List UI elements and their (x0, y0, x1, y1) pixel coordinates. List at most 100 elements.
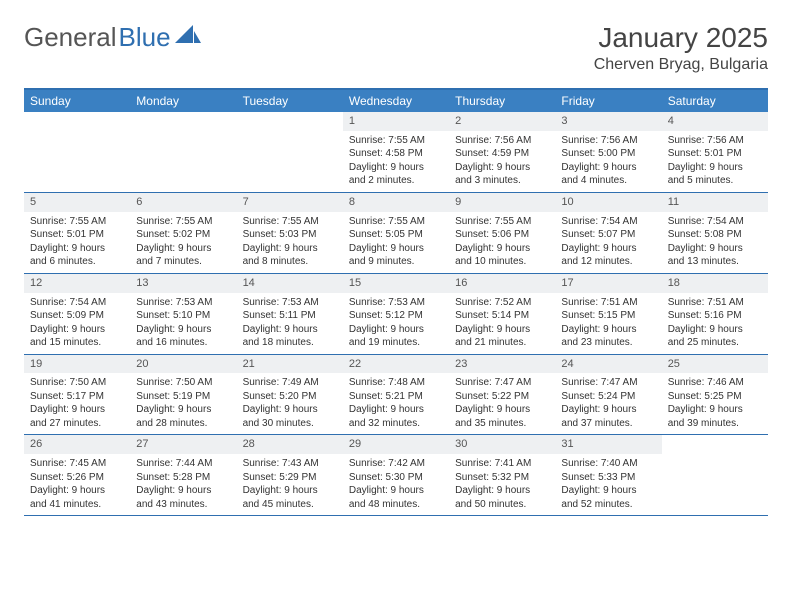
day-details: Sunrise: 7:48 AMSunset: 5:21 PMDaylight:… (343, 373, 449, 434)
day-cell: 12Sunrise: 7:54 AMSunset: 5:09 PMDayligh… (24, 274, 130, 354)
day-number: 13 (130, 274, 236, 293)
sunrise-text: Sunrise: 7:55 AM (349, 215, 443, 229)
daylight-text: Daylight: 9 hours (30, 484, 124, 498)
day-cell: 19 Sunrise: 7:50 AMSunset: 5:17 PMDayligh… (24, 355, 130, 435)
day-number: 1 (343, 112, 449, 131)
day-cell: 16Sunrise: 7:52 AMSunset: 5:14 PMDayligh… (449, 274, 555, 354)
sunrise-text: Sunrise: 7:40 AM (561, 457, 655, 471)
sunset-text: Sunset: 4:59 PM (455, 147, 549, 161)
title-block: January 2025 Cherven Bryag, Bulgaria (594, 22, 768, 74)
daylight-text: Daylight: 9 hours (136, 403, 230, 417)
header: GeneralBlue January 2025 Cherven Bryag, … (24, 22, 768, 74)
daylight-text: and 13 minutes. (668, 255, 762, 269)
daylight-text: and 6 minutes. (30, 255, 124, 269)
day-details: Sunrise: 7:40 AMSunset: 5:33 PMDaylight:… (555, 454, 661, 515)
sunset-text: Sunset: 5:03 PM (243, 228, 337, 242)
sunrise-text: Sunrise: 7:50 AM (30, 376, 124, 390)
daylight-text: Daylight: 9 hours (349, 403, 443, 417)
calendar-table: SundayMondayTuesdayWednesdayThursdayFrid… (24, 88, 768, 516)
daylight-text: and 7 minutes. (136, 255, 230, 269)
day-details: Sunrise: 7:44 AMSunset: 5:28 PMDaylight:… (130, 454, 236, 515)
sunset-text: Sunset: 5:25 PM (668, 390, 762, 404)
day-header: Monday (130, 90, 236, 112)
day-details: Sunrise: 7:55 AMSunset: 5:05 PMDaylight:… (343, 212, 449, 273)
day-details (130, 128, 236, 135)
day-cell: 30Sunrise: 7:41 AMSunset: 5:32 PMDayligh… (449, 435, 555, 515)
location-label: Cherven Bryag, Bulgaria (594, 56, 768, 74)
sunrise-text: Sunrise: 7:43 AM (243, 457, 337, 471)
day-details: Sunrise: 7:55 AMSunset: 5:01 PMDaylight:… (24, 212, 130, 273)
daylight-text: and 4 minutes. (561, 174, 655, 188)
daylight-text: and 9 minutes. (349, 255, 443, 269)
daylight-text: and 21 minutes. (455, 336, 549, 350)
day-cell (237, 112, 343, 192)
daylight-text: Daylight: 9 hours (243, 484, 337, 498)
sunset-text: Sunset: 5:28 PM (136, 471, 230, 485)
sunset-text: Sunset: 5:22 PM (455, 390, 549, 404)
logo-sail-icon (175, 25, 201, 45)
day-number: 15 (343, 274, 449, 293)
sunrise-text: Sunrise: 7:54 AM (668, 215, 762, 229)
daylight-text: and 2 minutes. (349, 174, 443, 188)
sunset-text: Sunset: 5:30 PM (349, 471, 443, 485)
day-cell: 9Sunrise: 7:55 AMSunset: 5:06 PMDaylight… (449, 193, 555, 273)
daylight-text: Daylight: 9 hours (668, 323, 762, 337)
day-cell: 18Sunrise: 7:51 AMSunset: 5:16 PMDayligh… (662, 274, 768, 354)
day-header: Tuesday (237, 90, 343, 112)
day-header: Sunday (24, 90, 130, 112)
day-cell: 29Sunrise: 7:42 AMSunset: 5:30 PMDayligh… (343, 435, 449, 515)
day-number: 3 (555, 112, 661, 131)
sunset-text: Sunset: 5:08 PM (668, 228, 762, 242)
daylight-text: and 15 minutes. (30, 336, 124, 350)
sunset-text: Sunset: 5:17 PM (30, 390, 124, 404)
daylight-text: and 48 minutes. (349, 498, 443, 512)
brand-logo: GeneralBlue (24, 22, 201, 53)
day-details: Sunrise: 7:52 AMSunset: 5:14 PMDaylight:… (449, 293, 555, 354)
day-details: Sunrise: 7:53 AMSunset: 5:12 PMDaylight:… (343, 293, 449, 354)
day-number: 5 (24, 193, 130, 212)
day-cell (130, 112, 236, 192)
sunset-text: Sunset: 5:33 PM (561, 471, 655, 485)
sunrise-text: Sunrise: 7:54 AM (561, 215, 655, 229)
daylight-text: and 12 minutes. (561, 255, 655, 269)
day-details: Sunrise: 7:55 AMSunset: 5:02 PMDaylight:… (130, 212, 236, 273)
day-cell: 28Sunrise: 7:43 AMSunset: 5:29 PMDayligh… (237, 435, 343, 515)
sunset-text: Sunset: 5:11 PM (243, 309, 337, 323)
day-number: 19 (24, 355, 130, 374)
sunset-text: Sunset: 5:05 PM (349, 228, 443, 242)
daylight-text: Daylight: 9 hours (243, 242, 337, 256)
daylight-text: Daylight: 9 hours (455, 323, 549, 337)
day-number (237, 112, 343, 128)
sunset-text: Sunset: 5:07 PM (561, 228, 655, 242)
daylight-text: Daylight: 9 hours (668, 242, 762, 256)
day-header-row: SundayMondayTuesdayWednesdayThursdayFrid… (24, 90, 768, 112)
daylight-text: Daylight: 9 hours (561, 242, 655, 256)
day-cell: 15Sunrise: 7:53 AMSunset: 5:12 PMDayligh… (343, 274, 449, 354)
day-cell: 11Sunrise: 7:54 AMSunset: 5:08 PMDayligh… (662, 193, 768, 273)
daylight-text: Daylight: 9 hours (30, 403, 124, 417)
daylight-text: and 45 minutes. (243, 498, 337, 512)
daylight-text: Daylight: 9 hours (243, 403, 337, 417)
sunset-text: Sunset: 5:29 PM (243, 471, 337, 485)
day-cell: 10 Sunrise: 7:54 AMSunset: 5:07 PMDayligh… (555, 193, 661, 273)
day-details: Sunrise: 7:56 AMSunset: 5:00 PMDaylight:… (555, 131, 661, 192)
day-cell: 24Sunrise: 7:47 AMSunset: 5:24 PMDayligh… (555, 355, 661, 435)
daylight-text: and 52 minutes. (561, 498, 655, 512)
day-number: 6 (130, 193, 236, 212)
day-details: Sunrise: 7:50 AMSunset: 5:19 PMDaylight:… (130, 373, 236, 434)
daylight-text: Daylight: 9 hours (30, 323, 124, 337)
calendar-page: GeneralBlue January 2025 Cherven Bryag, … (0, 0, 792, 538)
day-number: 14 (237, 274, 343, 293)
day-header: Friday (555, 90, 661, 112)
daylight-text: Daylight: 9 hours (349, 161, 443, 175)
day-number: 10 (555, 193, 661, 212)
day-cell: 20Sunrise: 7:50 AMSunset: 5:19 PMDayligh… (130, 355, 236, 435)
sunrise-text: Sunrise: 7:47 AM (455, 376, 549, 390)
sunset-text: Sunset: 5:15 PM (561, 309, 655, 323)
sunrise-text: Sunrise: 7:56 AM (561, 134, 655, 148)
day-details: Sunrise: 7:54 AMSunset: 5:09 PMDaylight:… (24, 293, 130, 354)
day-cell: 23Sunrise: 7:47 AMSunset: 5:22 PMDayligh… (449, 355, 555, 435)
sunset-text: Sunset: 5:00 PM (561, 147, 655, 161)
day-details (662, 451, 768, 458)
daylight-text: and 43 minutes. (136, 498, 230, 512)
